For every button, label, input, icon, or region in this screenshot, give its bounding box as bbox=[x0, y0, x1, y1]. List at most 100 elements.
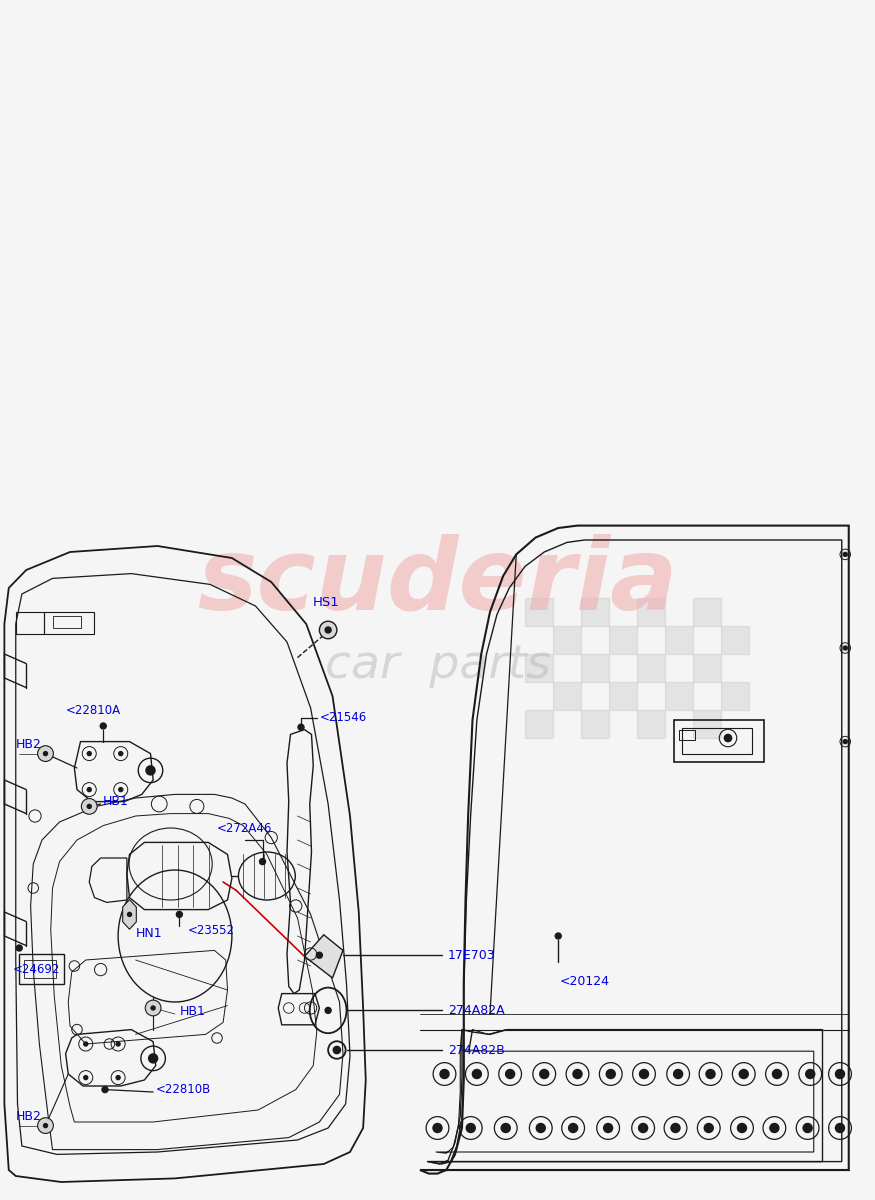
Bar bbox=[609, 626, 637, 654]
Circle shape bbox=[146, 766, 155, 775]
Circle shape bbox=[844, 739, 847, 744]
Text: HB1: HB1 bbox=[103, 796, 130, 808]
Text: scuderia: scuderia bbox=[197, 534, 678, 630]
Circle shape bbox=[116, 1042, 120, 1046]
Circle shape bbox=[433, 1123, 442, 1133]
Text: HN1: HN1 bbox=[136, 928, 162, 940]
Bar bbox=[581, 710, 609, 738]
Circle shape bbox=[102, 1087, 108, 1093]
Circle shape bbox=[151, 1006, 155, 1010]
Text: <24692: <24692 bbox=[13, 964, 60, 976]
Bar bbox=[637, 710, 665, 738]
Circle shape bbox=[739, 1069, 748, 1079]
Circle shape bbox=[704, 1123, 713, 1133]
Circle shape bbox=[177, 912, 182, 917]
Circle shape bbox=[334, 1046, 340, 1054]
Circle shape bbox=[116, 1075, 120, 1080]
Circle shape bbox=[326, 626, 331, 634]
Circle shape bbox=[38, 1117, 53, 1134]
Bar bbox=[682, 728, 752, 754]
Bar bbox=[553, 626, 581, 654]
Text: <23552: <23552 bbox=[188, 924, 235, 936]
Bar bbox=[24, 960, 56, 978]
Bar bbox=[679, 730, 695, 739]
Circle shape bbox=[806, 1069, 815, 1079]
Polygon shape bbox=[304, 935, 343, 978]
Bar bbox=[581, 598, 609, 626]
Bar bbox=[693, 710, 721, 738]
Circle shape bbox=[88, 751, 91, 756]
Circle shape bbox=[706, 1069, 715, 1079]
Circle shape bbox=[671, 1123, 680, 1133]
Text: <21546: <21546 bbox=[319, 712, 367, 724]
Circle shape bbox=[440, 1069, 449, 1079]
Circle shape bbox=[606, 1069, 615, 1079]
Circle shape bbox=[128, 912, 131, 917]
Circle shape bbox=[44, 1123, 47, 1128]
Circle shape bbox=[573, 1069, 582, 1079]
Bar bbox=[674, 720, 764, 762]
Circle shape bbox=[540, 1069, 549, 1079]
Circle shape bbox=[640, 1069, 648, 1079]
Circle shape bbox=[836, 1069, 844, 1079]
Circle shape bbox=[44, 751, 47, 756]
Text: 274A82A: 274A82A bbox=[448, 1004, 505, 1016]
Circle shape bbox=[473, 1069, 481, 1079]
Circle shape bbox=[17, 946, 22, 950]
Circle shape bbox=[88, 787, 91, 792]
Circle shape bbox=[773, 1069, 781, 1079]
Bar bbox=[637, 598, 665, 626]
Circle shape bbox=[317, 953, 322, 958]
Circle shape bbox=[38, 745, 53, 762]
Circle shape bbox=[844, 552, 847, 557]
Polygon shape bbox=[123, 900, 136, 929]
Circle shape bbox=[333, 1046, 340, 1054]
Text: 274A82B: 274A82B bbox=[448, 1044, 505, 1056]
Circle shape bbox=[506, 1069, 514, 1079]
Bar bbox=[693, 654, 721, 682]
Circle shape bbox=[101, 722, 106, 728]
Text: 17E703: 17E703 bbox=[448, 949, 495, 961]
Circle shape bbox=[119, 787, 123, 792]
Bar bbox=[44, 612, 94, 634]
Circle shape bbox=[84, 1075, 88, 1080]
Circle shape bbox=[466, 1123, 475, 1133]
Bar bbox=[637, 654, 665, 682]
Bar bbox=[19, 954, 64, 984]
Circle shape bbox=[145, 1000, 161, 1016]
Circle shape bbox=[536, 1123, 545, 1133]
Bar bbox=[721, 626, 749, 654]
Circle shape bbox=[803, 1123, 812, 1133]
Bar bbox=[581, 654, 609, 682]
Text: <22810B: <22810B bbox=[156, 1084, 211, 1096]
Text: HB1: HB1 bbox=[179, 1006, 206, 1018]
Circle shape bbox=[326, 1007, 331, 1013]
Circle shape bbox=[724, 734, 732, 742]
Bar bbox=[525, 598, 553, 626]
Text: car  parts: car parts bbox=[325, 643, 550, 689]
Circle shape bbox=[501, 1123, 510, 1133]
Circle shape bbox=[836, 1123, 844, 1133]
Circle shape bbox=[569, 1123, 578, 1133]
Text: <20124: <20124 bbox=[560, 976, 610, 988]
Circle shape bbox=[556, 934, 561, 938]
Circle shape bbox=[674, 1069, 682, 1079]
Bar bbox=[525, 654, 553, 682]
Circle shape bbox=[81, 798, 97, 815]
Bar bbox=[665, 682, 693, 710]
Bar bbox=[693, 598, 721, 626]
Bar bbox=[525, 710, 553, 738]
Circle shape bbox=[84, 1042, 88, 1046]
Circle shape bbox=[88, 804, 91, 809]
Bar bbox=[609, 682, 637, 710]
Circle shape bbox=[770, 1123, 779, 1133]
Text: HS1: HS1 bbox=[313, 596, 340, 608]
Bar bbox=[16, 612, 44, 634]
Bar bbox=[721, 682, 749, 710]
Circle shape bbox=[319, 622, 337, 638]
Circle shape bbox=[738, 1123, 746, 1133]
Circle shape bbox=[639, 1123, 648, 1133]
Circle shape bbox=[604, 1123, 612, 1133]
Text: <22810A: <22810A bbox=[66, 704, 121, 716]
Circle shape bbox=[298, 724, 304, 730]
